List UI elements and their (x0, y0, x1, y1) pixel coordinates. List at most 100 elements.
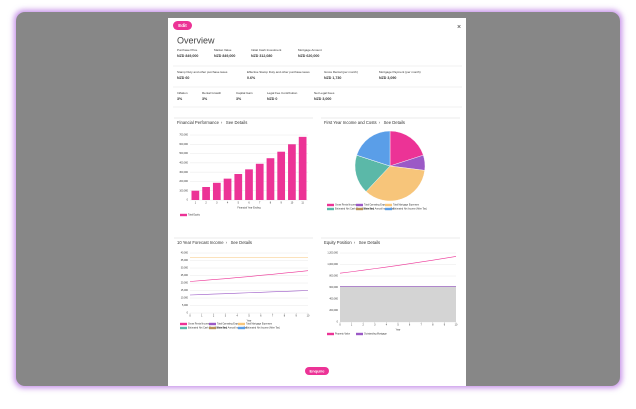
stat-label: Mortgage Amount (298, 48, 322, 52)
stat-value: NZD 849,000 (214, 54, 235, 58)
bar (266, 158, 275, 200)
chart-link[interactable]: See Details (231, 240, 252, 245)
x-tick-label: 3 (216, 202, 218, 205)
stat-label: Market Value (214, 48, 232, 52)
edit-label[interactable]: Edit (178, 23, 187, 28)
enquire-label[interactable]: Enquire (310, 369, 326, 374)
bar (245, 169, 253, 200)
pie-slice (354, 154, 391, 192)
chart-link[interactable]: See Details (384, 120, 405, 125)
x-tick-label: 3 (225, 315, 227, 318)
x-tick-label: 2 (213, 315, 215, 318)
y-tick-label: 1,200,000 (327, 252, 338, 255)
x-tick-label: 10 (455, 324, 458, 327)
chart-link[interactable]: See Details (359, 240, 380, 245)
legend-label: Total Operating Expenses (364, 204, 391, 207)
stat-value: NZD 849,000 (177, 54, 198, 58)
bar (255, 163, 264, 200)
legend-swatch (356, 332, 363, 336)
legend-label: Property Value (335, 333, 351, 336)
stat-label: Purchase Price (177, 48, 198, 52)
y-tick-label: 30,000 (181, 267, 189, 270)
stat-label: Mortgage Payment (per month) (379, 70, 421, 74)
legend-label: Gross Rental Income (335, 204, 357, 207)
x-tick-label: 9 (444, 324, 446, 327)
enquire-button[interactable] (305, 367, 329, 375)
x-tick-label: 8 (432, 324, 434, 327)
x-tick-label: 6 (248, 202, 250, 205)
legend-swatch (180, 213, 187, 217)
bar (191, 190, 200, 200)
pie-slice (356, 130, 391, 167)
legend-swatch (356, 207, 363, 211)
chart-link[interactable]: See Details (226, 120, 247, 125)
y-tick-label: 400,000 (329, 298, 338, 301)
stat-value: 3% (177, 97, 183, 101)
legend-swatch (180, 326, 187, 330)
y-tick-label: 20,000 (181, 282, 189, 285)
legend-swatch (209, 326, 216, 330)
x-tick-label: 8 (284, 315, 286, 318)
y-tick-label: 10,000 (181, 297, 189, 300)
x-tick-label: 9 (281, 202, 283, 205)
y-tick-label: 25,000 (181, 274, 189, 277)
bar (277, 151, 286, 200)
x-tick-label: 7 (272, 315, 274, 318)
x-tick-label: 5 (248, 315, 250, 318)
y-tick-label: 500,000 (179, 152, 188, 155)
y-tick-label: 15,000 (181, 289, 189, 292)
area (340, 286, 456, 322)
chart-link-sep: › (226, 240, 228, 245)
x-tick-label: 1 (195, 202, 197, 205)
edit-button[interactable] (173, 21, 192, 30)
y-tick-label: 40,000 (181, 252, 189, 255)
x-axis-label: Year (396, 329, 401, 332)
y-tick-label: 600,000 (179, 143, 188, 146)
x-tick-label: 2 (363, 324, 365, 327)
y-tick-label: 300,000 (179, 171, 188, 174)
x-tick-label: 4 (386, 324, 388, 327)
y-tick-label: 100,000 (179, 189, 188, 192)
legend-label: Outstanding Mortgage (364, 333, 387, 336)
stat-value: 3% (236, 97, 242, 101)
y-tick-label: 0 (337, 321, 339, 324)
stat-label: Gross Rental (per month) (324, 70, 358, 74)
chart-link-sep: › (379, 120, 381, 125)
x-tick-label: 11 (301, 202, 304, 205)
legend-swatch (356, 203, 363, 207)
stat-value: NZD 3,090 (379, 76, 396, 80)
close-button[interactable]: × (457, 24, 461, 31)
chart-title: 10 Year Forecast Income (177, 240, 224, 245)
stat-value: NZD 60 (177, 76, 189, 80)
stat-label: Rental Growth (202, 91, 222, 95)
legend-label: Estimated Net Cash Flow (Before Tax) (188, 327, 227, 330)
bar (212, 182, 221, 200)
legend-label: Estimated Net Income (After Tax) (246, 327, 280, 330)
line (339, 256, 457, 274)
legend-label: Total Operating Expenses (217, 323, 244, 326)
stat-label: Capital Gain (236, 91, 253, 95)
x-tick-label: 10 (307, 315, 310, 318)
legend-label: Gross Rental Income (188, 323, 210, 326)
legend-label: Total Equity (188, 214, 201, 217)
y-tick-label: 800,000 (329, 275, 338, 278)
legend-label: Estimated Net Income (After Tax) (393, 208, 427, 211)
legend-swatch (327, 203, 334, 207)
x-tick-label: 0 (189, 315, 191, 318)
stat-value: NZD 1,730 (324, 76, 341, 80)
stat-value: NZD 0 (267, 97, 277, 101)
chart-title: First Year Income and Costs (324, 120, 377, 125)
stat-label: Net Legal Fees (314, 91, 335, 95)
legend-swatch (238, 326, 245, 330)
stat-label: Inflation (177, 91, 188, 95)
bar (234, 174, 243, 200)
x-tick-label: 0 (339, 324, 341, 327)
x-tick-label: 7 (421, 324, 423, 327)
x-tick-label: 4 (237, 315, 239, 318)
legend-swatch (327, 332, 334, 336)
legend-label: Total Mortgage Expenses (393, 204, 420, 207)
legend-swatch (327, 207, 334, 211)
modal-title: Overview (177, 35, 215, 45)
x-tick-label: 8 (270, 202, 272, 205)
x-tick-label: 5 (397, 324, 399, 327)
